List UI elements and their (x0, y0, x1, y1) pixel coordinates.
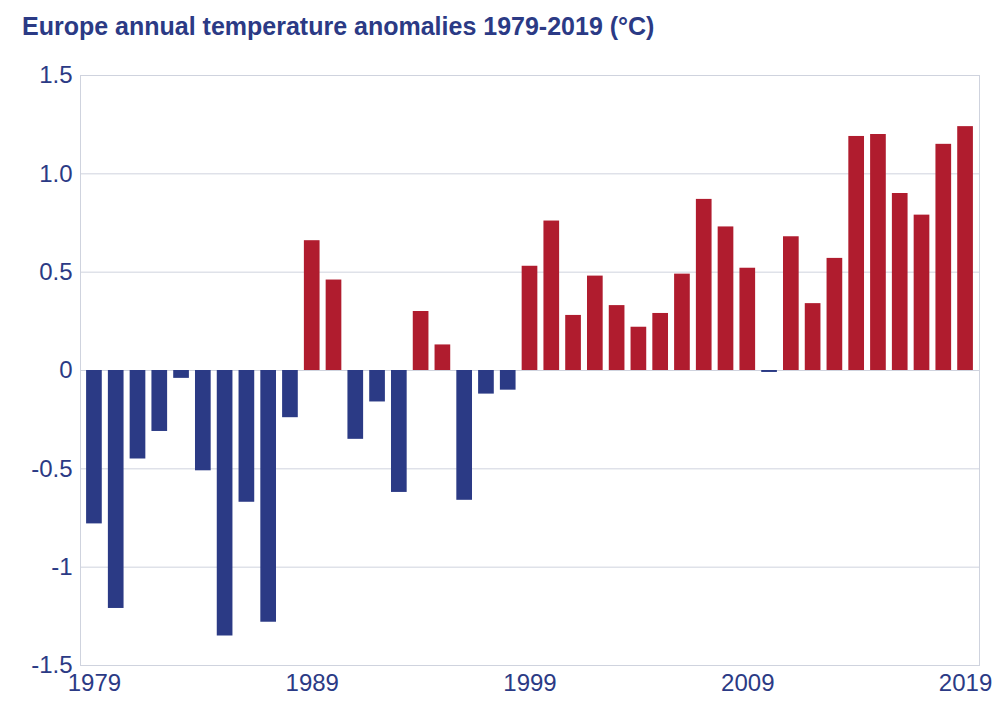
svg-text:1999: 1999 (503, 669, 556, 696)
svg-text:1989: 1989 (286, 669, 339, 696)
html-text:Europe annual temperature anom: Europe annual temperature anomalies 1979… (22, 12, 655, 40)
svg-text:-0.5: -0.5 (31, 455, 72, 482)
svg-text:0.5: 0.5 (39, 258, 72, 285)
svg-text:2009: 2009 (721, 669, 774, 696)
svg-text:0: 0 (59, 356, 72, 383)
svg-text:1.5: 1.5 (39, 61, 72, 88)
svg-text:1979: 1979 (68, 669, 121, 696)
svg-text:-1.5: -1.5 (31, 651, 72, 678)
svg-text:-1: -1 (51, 553, 72, 580)
svg-text:2019: 2019 (939, 669, 992, 696)
svg-text:1.0: 1.0 (39, 160, 72, 187)
